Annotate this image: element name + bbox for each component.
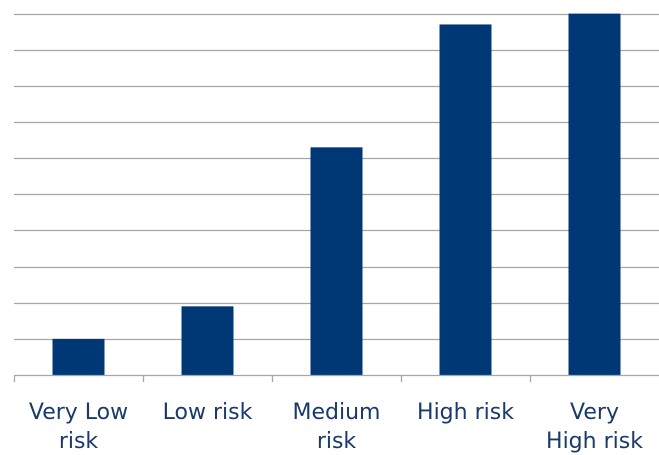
- bar: [52, 338, 105, 375]
- x-tick-label: Very High risk: [546, 400, 643, 454]
- bar: [181, 306, 234, 375]
- x-tick-label: Medium risk: [293, 400, 381, 454]
- x-axis: [13, 374, 659, 382]
- x-tick-label-line: risk: [317, 429, 357, 454]
- bar: [439, 24, 492, 376]
- x-tick-label-line: High risk: [417, 400, 514, 425]
- x-tick-label-line: Very: [570, 400, 619, 425]
- x-tick-label-line: Medium: [293, 400, 381, 425]
- x-tick-label-line: risk: [59, 429, 99, 454]
- x-tick-label: Very Low risk: [29, 400, 128, 454]
- bars: [52, 13, 621, 376]
- x-tick-label: Low risk: [163, 400, 253, 425]
- x-tick-label: High risk: [417, 400, 514, 425]
- x-tick-label-line: Low risk: [163, 400, 253, 425]
- bar: [310, 147, 363, 375]
- x-tick-label-line: Very Low: [29, 400, 128, 425]
- x-tick-label-line: High risk: [546, 429, 643, 454]
- bar: [568, 13, 621, 375]
